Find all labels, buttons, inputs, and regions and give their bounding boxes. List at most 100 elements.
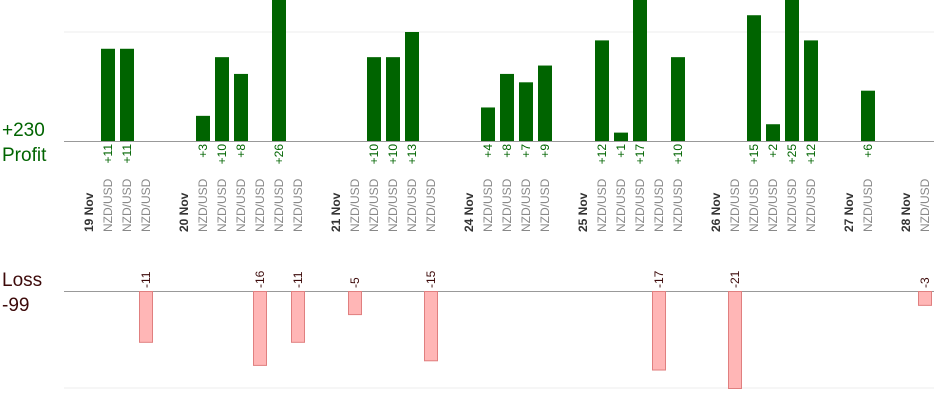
profit-bar (861, 90, 875, 141)
profit-value-label: +10 (215, 144, 229, 165)
profit-value-label: +13 (405, 144, 419, 165)
profit-bar (120, 48, 134, 142)
profit-value-label: +11 (101, 144, 115, 164)
loss-total: -99 (2, 295, 30, 316)
profit-value-label: +17 (633, 144, 647, 165)
pair-label: NZD/USD (538, 178, 552, 232)
date-label: 19 Nov (82, 192, 96, 232)
profit-bar (538, 65, 552, 141)
loss-bar (348, 291, 362, 316)
profit-bar (519, 82, 533, 141)
pair-label: NZD/USD (785, 178, 799, 232)
loss-value-label: -16 (253, 270, 267, 288)
date-label: 25 Nov (576, 192, 590, 232)
loss-value-label: -21 (728, 270, 742, 288)
profit-value-label: +10 (386, 144, 400, 165)
profit-value-label: +8 (500, 144, 514, 158)
profit-value-label: +2 (766, 144, 780, 158)
chart-marks: 19 Nov NZD/USD +11 NZD/USD +11 NZD/USD -11 20 N… (82, 0, 932, 389)
profit-total: +230 (2, 120, 45, 141)
pair-label: NZD/USD (291, 178, 305, 232)
profit-value-label: +10 (671, 144, 685, 165)
profit-bar (386, 57, 400, 141)
date-label: 20 Nov (177, 192, 191, 232)
profit-value-label: +1 (614, 144, 628, 158)
profit-value-label: +11 (120, 144, 134, 164)
profit-value-label: +9 (538, 144, 552, 158)
pair-label: NZD/USD (500, 178, 514, 232)
profit-bar (747, 15, 761, 142)
pair-label: NZD/USD (348, 178, 362, 232)
profit-bar (215, 57, 229, 141)
profit-value-label: +15 (747, 144, 761, 165)
profit-bar (804, 40, 818, 142)
date-label: 28 Nov (899, 192, 913, 232)
profit-bar (481, 107, 495, 141)
profit-value-label: +6 (861, 144, 875, 158)
pair-label: NZD/USD (272, 178, 286, 232)
profit-bar (785, 0, 799, 141)
pair-label: NZD/USD (139, 178, 153, 232)
loss-bar (253, 291, 267, 366)
pair-label: NZD/USD (253, 178, 267, 232)
loss-bar (728, 291, 742, 389)
profit-bar (595, 40, 609, 142)
loss-bar (918, 291, 932, 306)
profit-bar (766, 124, 780, 141)
loss-value-label: -17 (652, 270, 666, 288)
date-label: 21 Nov (329, 192, 343, 232)
profit-value-label: +8 (234, 144, 248, 158)
profit-bar (101, 48, 115, 142)
pair-label: NZD/USD (804, 178, 818, 232)
pair-label: NZD/USD (367, 178, 381, 232)
profit-bar (500, 73, 514, 141)
pair-label: NZD/USD (196, 178, 210, 232)
loss-bar (139, 291, 153, 343)
profit-value-label: +4 (481, 144, 495, 158)
pair-label: NZD/USD (614, 178, 628, 232)
loss-value-label: -11 (139, 271, 153, 288)
loss-value-label: -11 (291, 271, 305, 288)
pair-label: NZD/USD (386, 178, 400, 232)
profit-bar (405, 32, 419, 141)
pair-label: NZD/USD (633, 178, 647, 232)
profit-value-label: +10 (367, 144, 381, 165)
pair-label: NZD/USD (405, 178, 419, 232)
profit-value-label: +3 (196, 144, 210, 158)
profit-bar (633, 0, 647, 142)
pair-label: NZD/USD (424, 178, 438, 232)
profit-value-label: +12 (804, 144, 818, 165)
profit-bar (234, 73, 248, 141)
pair-label: NZD/USD (519, 178, 533, 232)
pair-label: NZD/USD (861, 178, 875, 232)
profit-label: Profit (2, 145, 47, 166)
pair-label: NZD/USD (728, 178, 742, 232)
profit-bar (614, 132, 628, 141)
profit-bar (272, 0, 286, 141)
pair-label: NZD/USD (215, 178, 229, 232)
pair-label: NZD/USD (101, 178, 115, 232)
date-label: 27 Nov (842, 192, 856, 232)
pair-label: NZD/USD (652, 178, 666, 232)
pair-label: NZD/USD (595, 178, 609, 232)
profit-value-label: +12 (595, 144, 609, 165)
pair-label: NZD/USD (918, 178, 932, 232)
profit-bar (196, 115, 210, 141)
pair-label: NZD/USD (766, 178, 780, 232)
pair-label: NZD/USD (234, 178, 248, 232)
profit-value-label: +7 (519, 144, 533, 158)
profit-bar (671, 57, 685, 141)
pair-label: NZD/USD (671, 178, 685, 232)
loss-value-label: -3 (918, 277, 932, 288)
pair-label: NZD/USD (120, 178, 134, 232)
profit-value-label: +25 (785, 144, 799, 165)
loss-value-label: -5 (348, 277, 362, 288)
pair-label: NZD/USD (481, 178, 495, 232)
loss-value-label: -15 (424, 270, 438, 288)
profit-value-label: +26 (272, 144, 286, 165)
date-label: 24 Nov (462, 192, 476, 232)
loss-bar (652, 291, 666, 371)
profit-bar (367, 57, 381, 141)
loss-bar (424, 291, 438, 362)
